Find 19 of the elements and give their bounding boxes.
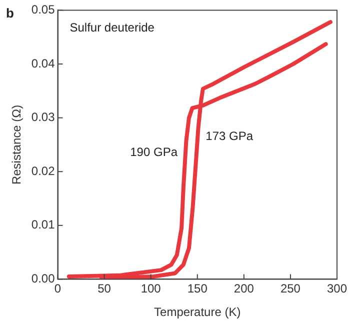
x-tick-label: 150 [187, 282, 208, 296]
x-tick-label: 100 [140, 282, 162, 296]
x-tick-label: 250 [280, 282, 301, 296]
series-label: 173 GPa [206, 128, 254, 143]
y-tick-label: 0.05 [31, 2, 56, 17]
y-tick-label: 0.02 [31, 164, 56, 178]
x-axis-title: Temperature (K) [154, 305, 241, 320]
x-tick-label: 300 [326, 282, 348, 296]
series-label: 190 GPa [130, 145, 178, 160]
y-tick-label: 0.04 [31, 56, 56, 70]
y-tick-label: 0.01 [31, 218, 56, 232]
y-tick-label: 0.03 [31, 110, 56, 124]
x-tick-label: 0 [54, 282, 62, 296]
x-tick-label: 50 [98, 282, 112, 296]
x-tick-label: 200 [234, 282, 254, 296]
text: Sulfur deuteride [70, 20, 155, 35]
y-axis-title: Resistance (Ω) [10, 104, 24, 185]
text: b [6, 6, 14, 21]
y-tick-label: 0.00 [31, 272, 56, 286]
